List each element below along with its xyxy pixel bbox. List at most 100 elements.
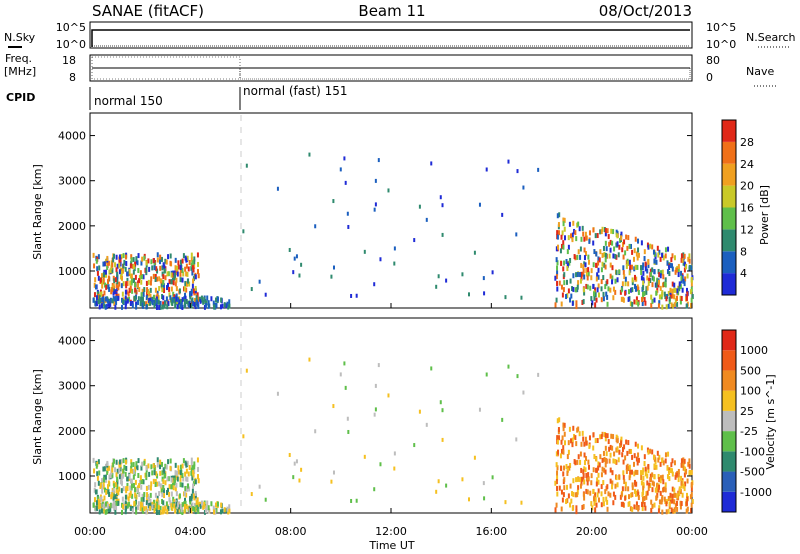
echo-cell	[161, 287, 164, 293]
echo-cell	[149, 297, 152, 303]
echo-cell	[609, 492, 612, 498]
echo-cell	[622, 470, 625, 476]
echo-cell	[116, 279, 119, 285]
echo-cell	[628, 475, 631, 481]
echo-cell	[554, 507, 557, 513]
echo-cell	[178, 299, 181, 305]
echo-cell	[149, 280, 152, 286]
echo-cell	[140, 497, 143, 503]
echo-cell	[191, 469, 194, 475]
echo-cell	[183, 296, 186, 302]
echo-cell	[140, 260, 143, 266]
echo-cell	[112, 283, 115, 289]
time-tick-label: 12:00	[375, 525, 407, 538]
echo-cell	[561, 435, 564, 441]
echo-cell	[594, 438, 597, 444]
echo-cell	[556, 485, 559, 491]
echo-cell	[167, 476, 170, 482]
echo-cell	[143, 255, 146, 261]
echo-cell	[145, 267, 148, 273]
echo-cell	[642, 475, 645, 481]
echo-cell	[118, 486, 121, 492]
echo-cell	[596, 272, 599, 278]
echo-cell	[664, 247, 667, 253]
echo-cell	[668, 265, 671, 271]
echo-cell	[504, 295, 507, 300]
echo-cell	[137, 296, 140, 302]
echo-cell	[150, 481, 153, 487]
echo-cell	[600, 229, 603, 235]
echo-cell	[597, 465, 600, 471]
nsky-tick-high: 10^5	[56, 21, 86, 34]
echo-cell	[159, 254, 162, 260]
echo-cell	[623, 479, 626, 485]
echo-cell	[501, 212, 504, 217]
echo-cell	[112, 491, 115, 497]
echo-cell	[633, 266, 636, 272]
echo-cell	[627, 289, 630, 295]
echo-cell	[478, 202, 481, 207]
echo-cell	[135, 509, 138, 515]
echo-cell	[204, 299, 207, 305]
echo-cell	[609, 247, 612, 253]
echo-cell	[167, 254, 170, 260]
echo-cell	[595, 456, 598, 462]
echo-cell	[651, 449, 654, 455]
echo-cell	[637, 252, 640, 258]
echo-cell	[657, 252, 660, 258]
echo-cell	[683, 281, 686, 287]
colorbar-cell	[722, 141, 736, 164]
echo-cell	[116, 468, 119, 474]
echo-cell	[640, 240, 643, 246]
echo-cell	[151, 265, 154, 271]
echo-cell	[554, 302, 557, 308]
echo-cell	[185, 468, 188, 474]
echo-cell	[179, 271, 182, 277]
echo-cell	[300, 467, 303, 472]
echo-cell	[619, 494, 622, 500]
echo-cell	[630, 264, 633, 270]
echo-cell	[569, 297, 572, 303]
echo-cell	[134, 501, 137, 507]
echo-cell	[649, 278, 652, 284]
echo-cell	[163, 303, 166, 309]
echo-cell	[671, 263, 674, 269]
echo-cell	[122, 299, 125, 305]
echo-cell	[183, 491, 186, 497]
echo-cell	[556, 270, 559, 276]
echo-cell	[147, 279, 150, 285]
echo-cell	[437, 479, 440, 484]
velocity-scale-label: Velocity [m s^-1]	[764, 374, 777, 469]
echo-cell	[571, 286, 574, 292]
echo-cell	[122, 268, 125, 274]
echo-cell	[173, 298, 176, 304]
echo-cell	[176, 304, 179, 310]
echo-cell	[134, 296, 137, 302]
echo-cell	[185, 503, 188, 509]
echo-cell	[603, 262, 606, 268]
echo-cell	[607, 286, 610, 292]
echo-cell	[188, 508, 191, 514]
echo-cell	[580, 236, 583, 242]
echo-cell	[121, 473, 124, 479]
echo-cell	[606, 301, 609, 307]
echo-cell	[102, 272, 105, 278]
echo-cell	[121, 268, 124, 274]
colorbar-tick-label: -500	[740, 466, 765, 479]
echo-cell	[609, 262, 612, 268]
echo-cell	[180, 302, 183, 308]
echo-cell	[629, 469, 632, 475]
echo-cell	[652, 454, 655, 460]
echo-cell	[191, 270, 194, 276]
echo-cell	[598, 257, 601, 263]
echo-cell	[166, 271, 169, 277]
echo-cell	[656, 245, 659, 251]
echo-cell	[172, 496, 175, 502]
colorbar-cell	[722, 251, 736, 274]
echo-cell	[625, 234, 628, 240]
echo-cell	[107, 260, 110, 266]
echo-cell	[188, 260, 191, 266]
echo-cell	[631, 287, 634, 293]
echo-cell	[580, 467, 583, 473]
echo-cell	[624, 290, 627, 296]
